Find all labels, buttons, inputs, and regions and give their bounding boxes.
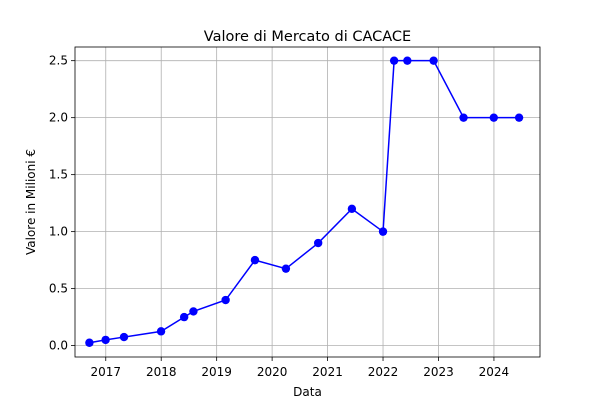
data-point [389,56,399,65]
chart-title: Valore di Mercato di CACACE [204,29,411,45]
y-tick-label: 1.0 [49,225,68,239]
data-point [347,204,357,214]
y-axis-ticks: 0.0 0.5 1.0 1.5 2.0 2.5 [49,54,75,353]
x-tick-label: 2024 [479,365,510,379]
data-point [281,264,291,273]
data-point [313,238,323,248]
x-tick-label: 2019 [201,365,232,379]
x-axis-ticks: 2017 2018 2019 2020 2021 2022 2023 2024 [90,357,509,379]
y-grid-lines [75,60,540,347]
data-point [459,113,468,122]
data-point [429,56,438,65]
y-tick-label: 1.5 [49,168,68,182]
plot-frame [74,46,541,358]
data-point [101,335,110,345]
x-tick-label: 2017 [90,365,121,379]
series-group [85,56,524,347]
y-tick-label: 2.5 [49,54,68,68]
data-point [403,56,412,65]
y-tick-label: 2.0 [49,111,68,125]
y-tick-label: 0.5 [49,282,68,296]
data-point [250,255,260,265]
x-grid-lines [105,47,495,357]
x-tick-label: 2018 [146,365,177,379]
x-tick-label: 2020 [257,365,288,379]
x-tick-label: 2022 [368,365,399,379]
y-tick-label: 0.0 [49,339,68,353]
data-point [189,307,198,316]
series-line [89,59,520,344]
data-point [156,327,166,336]
data-point [221,295,230,305]
data-point [179,312,189,322]
x-tick-label: 2023 [423,365,454,379]
data-point [119,332,129,342]
data-point [378,227,388,236]
data-point [85,338,94,347]
data-point [514,113,524,122]
data-point [489,113,498,122]
x-axis-label: Data [293,385,322,399]
x-tick-label: 2021 [312,365,343,379]
y-axis-label: Valore in Milioni € [24,149,38,255]
